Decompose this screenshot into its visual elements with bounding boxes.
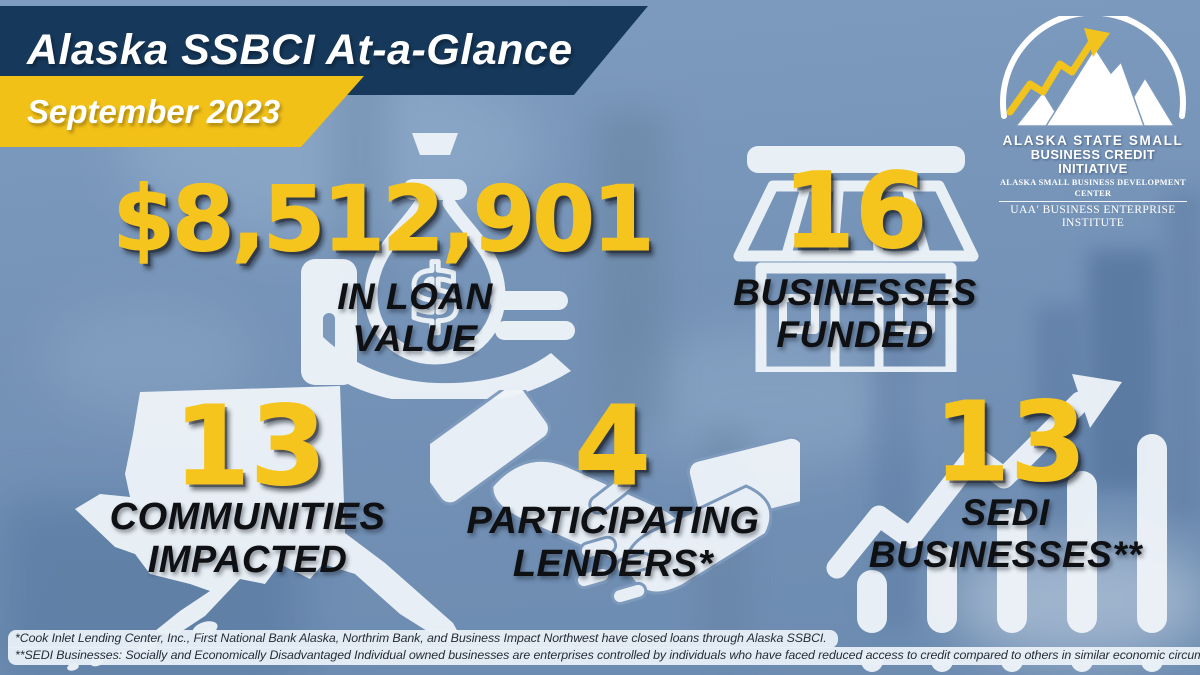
stat-communities-impacted-number: 13 [173,382,327,510]
stat-label-line: PARTICIPATING [466,500,760,542]
logo-line-2: BUSINESS CREDIT INITIATIVE [1030,147,1156,176]
stat-label-line: BUSINESSES** [868,534,1143,575]
money-bag-in-hand-icon: $ [301,133,575,399]
stat-label-line: COMMUNITIES [109,496,386,538]
stat-loan-value-label: IN LOAN VALUE [175,276,655,360]
storefront-icon [733,146,979,372]
stat-label-line: FUNDED [776,314,934,355]
stat-label-line: BUSINESSES [733,272,977,313]
stat-label-line: VALUE [352,318,478,359]
stat-participating-lenders-number: 4 [574,382,652,510]
stat-sedi-businesses-label: SEDI BUSINESSES** [838,492,1173,576]
report-date: September 2023 [27,92,281,130]
date-banner: September 2023 [0,76,364,147]
footnotes: *Cook Inlet Lending Center, Inc., First … [8,630,1200,665]
stat-sedi-businesses-number: 13 [933,378,1087,506]
stat-label-line: IN LOAN [337,276,493,317]
page-title: Alaska SSBCI At-a-Glance [27,26,573,74]
stat-label-line: SEDI [961,492,1050,533]
logo-line-3: ALASKA SMALL BUSINESS DEVELOPMENT CENTER [999,178,1187,198]
footnote-lenders: *Cook Inlet Lending Center, Inc., First … [8,630,838,648]
mountain-growth-arrow-logo-icon [1000,16,1186,127]
logo-divider [999,201,1187,202]
stat-participating-lenders-label: PARTICIPATING LENDERS* [418,500,808,586]
handshake-icon [430,390,800,606]
stat-businesses-funded-number: 16 [782,150,928,272]
ssbci-logo: ALASKA STATE SMALL BUSINESS CREDIT INITI… [995,16,1191,230]
logo-line-4: UAA′ BUSINESS ENTERPRISE INSTITUTE [1010,204,1176,229]
stat-loan-value-number: $8,512,901 [112,167,655,272]
stat-businesses-funded-label: BUSINESSES FUNDED [690,272,1020,356]
stat-communities-impacted-label: COMMUNITIES IMPACTED [60,496,435,582]
logo-line-1: ALASKA STATE SMALL [1002,133,1184,148]
footnote-sedi-definition: **SEDI Businesses: Socially and Economic… [8,647,1200,665]
stat-label-line: IMPACTED [147,539,348,581]
stat-label-line: LENDERS* [512,543,714,585]
svg-text:$: $ [408,250,462,340]
